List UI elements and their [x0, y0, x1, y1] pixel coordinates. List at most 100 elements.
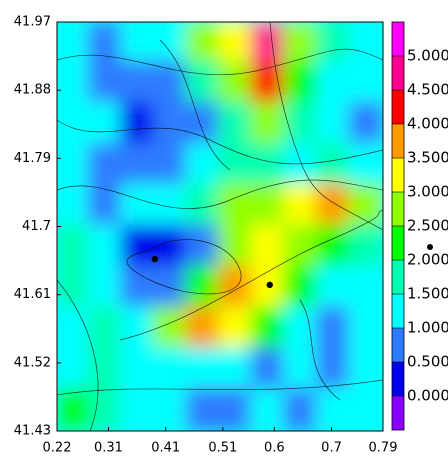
contour-cell	[185, 388, 222, 431]
contour-cell	[315, 224, 353, 270]
y-tick-label: 41.52	[14, 355, 51, 370]
contour-cell	[348, 388, 383, 431]
contour-field	[57, 22, 383, 431]
colorbar-band	[392, 226, 404, 260]
colorbar-label: 3.000	[407, 183, 448, 201]
contour-cell	[250, 306, 288, 352]
contour-cell	[283, 183, 320, 229]
colorbar-band	[392, 260, 404, 294]
contour-cell	[250, 347, 288, 393]
colorbar-band	[392, 56, 404, 90]
contour-cell	[218, 60, 255, 106]
colorbar-band	[392, 328, 404, 362]
contour-cell	[152, 347, 190, 393]
contour-cell	[152, 60, 190, 106]
contour-cell	[57, 183, 92, 229]
contour-cell	[283, 388, 320, 431]
colorbar-label: 0.500	[407, 353, 448, 371]
contour-cell	[120, 183, 157, 229]
contour-cell	[218, 265, 255, 311]
contour-cell	[152, 224, 190, 270]
contour-cell	[185, 142, 222, 188]
contour-cell	[87, 60, 125, 106]
colorbar: 0.000 0.500 1.000 1.500 2.000 2.500 3.000 3.500…	[391, 21, 448, 431]
colorbar-label: 5.000	[407, 47, 448, 65]
contour-cell	[185, 265, 222, 311]
y-tick-label: 41.79	[14, 151, 51, 166]
contour-cell	[185, 22, 222, 65]
contour-cell	[218, 183, 255, 229]
contour-cell	[87, 183, 125, 229]
contour-cell	[120, 142, 157, 188]
colorbar-label: 4.000	[407, 115, 448, 133]
x-tick-label: 0.79	[369, 441, 398, 456]
contour-cell	[57, 224, 92, 270]
colorbar-label: 0.000	[407, 387, 448, 405]
contour-cell	[250, 142, 288, 188]
colorbar-label: 1.000	[407, 319, 448, 337]
contour-cell	[152, 101, 190, 147]
colorbar-band	[392, 22, 404, 56]
contour-cell	[120, 265, 157, 311]
contour-cell	[250, 183, 288, 229]
colorbar-label: 3.500	[407, 149, 448, 167]
contour-cell	[87, 388, 125, 431]
x-tick-label: 0.41	[151, 441, 180, 456]
colorbar-band	[392, 192, 404, 226]
contour-cell	[283, 101, 320, 147]
colorbar-label: 2.000	[407, 251, 448, 269]
contour-cell	[57, 101, 92, 147]
contour-cell	[87, 224, 125, 270]
contour-cell	[185, 60, 222, 106]
contour-cell	[185, 183, 222, 229]
contour-cell	[120, 224, 157, 270]
x-tick-label: 0.6	[264, 441, 285, 456]
x-tick-label: 0.31	[94, 441, 123, 456]
contour-cell	[315, 101, 353, 147]
contour-cell	[57, 388, 92, 431]
contour-cells	[57, 22, 383, 431]
contour-cell	[218, 22, 255, 65]
contour-cell	[120, 306, 157, 352]
colorbar-band	[392, 362, 404, 396]
contour-cell	[283, 265, 320, 311]
contour-cell	[87, 101, 125, 147]
contour-cell	[283, 306, 320, 352]
colorbar-band	[392, 294, 404, 328]
colorbar-label: 1.500	[407, 285, 448, 303]
contour-cell	[348, 60, 383, 106]
contour-cell	[152, 265, 190, 311]
y-tick-label: 41.7	[22, 219, 51, 234]
marker	[266, 281, 273, 289]
contour-cell	[315, 265, 353, 311]
contour-cell	[315, 183, 353, 229]
colorbar-band	[392, 396, 404, 430]
contour-cell	[250, 224, 288, 270]
contour-cell	[87, 142, 125, 188]
contour-cell	[152, 22, 190, 65]
contour-cell	[348, 183, 383, 229]
contour-cell	[348, 347, 383, 393]
contour-cell	[57, 22, 92, 65]
marker-dot	[427, 244, 433, 250]
contour-cell	[120, 347, 157, 393]
colorbar-band	[392, 90, 404, 124]
contour-cell	[315, 142, 353, 188]
colorbar-band	[392, 158, 404, 192]
contour-cell	[250, 388, 288, 431]
contour-cell	[152, 142, 190, 188]
contour-cell	[120, 60, 157, 106]
colorbar-label: 2.500	[407, 217, 448, 235]
contour-cell	[152, 183, 190, 229]
contour-cell	[315, 22, 353, 65]
contour-cell	[348, 224, 383, 270]
contour-cell	[218, 388, 255, 431]
colorbar-label: 4.500	[407, 81, 448, 99]
contour-cell	[185, 101, 222, 147]
contour-cell	[315, 347, 353, 393]
contour-cell	[185, 347, 222, 393]
contour-cell	[283, 142, 320, 188]
contour-cell	[218, 101, 255, 147]
streamlines	[57, 22, 383, 431]
